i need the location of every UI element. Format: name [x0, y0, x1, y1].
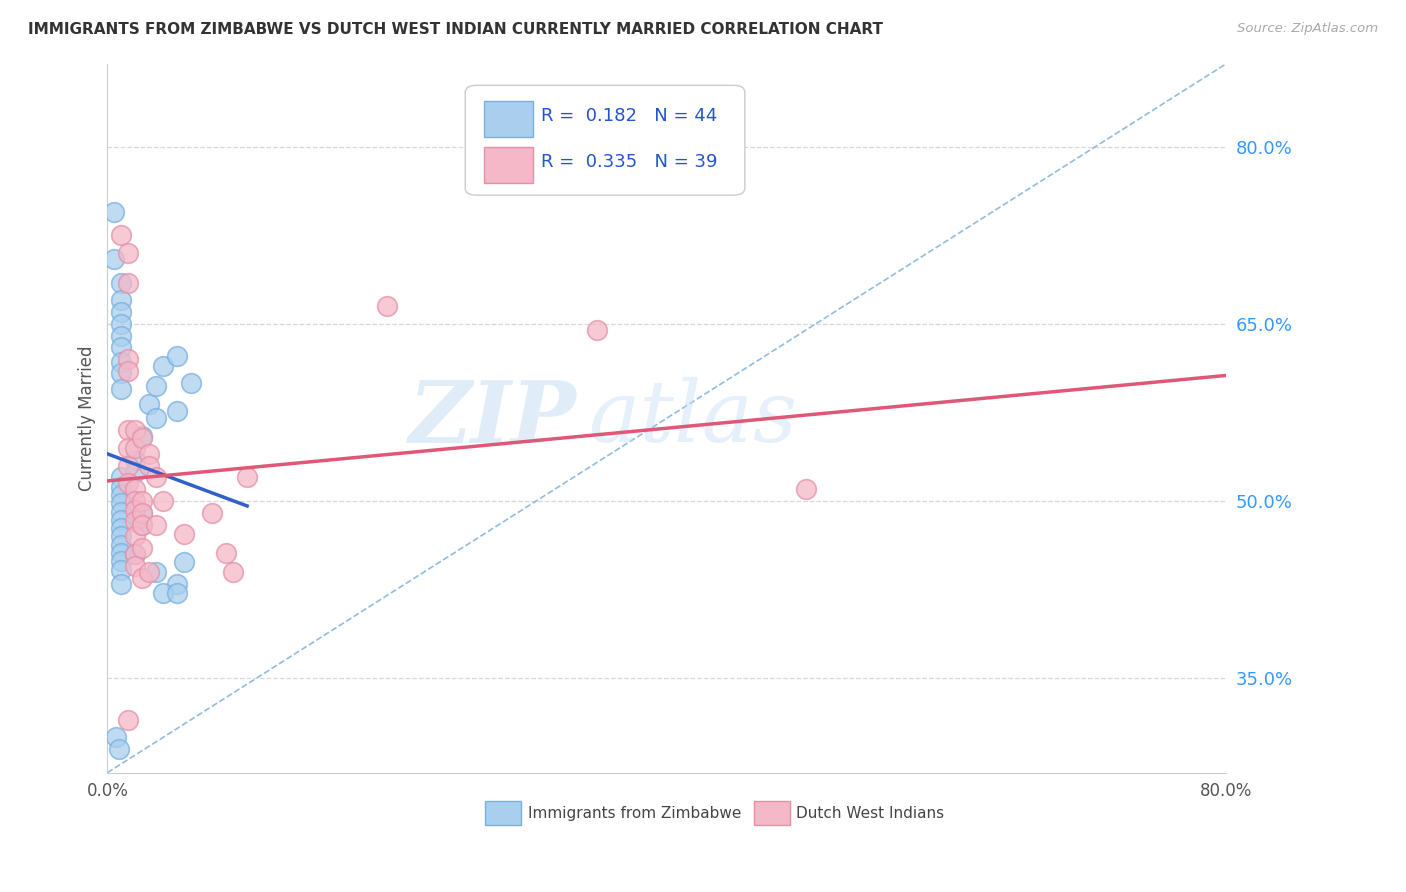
Point: [201, 506, 224, 520]
Point: [138, 565, 160, 579]
Point: [110, 576, 132, 591]
Point: [124, 529, 146, 543]
Point: [110, 367, 132, 381]
Point: [110, 317, 132, 331]
Text: atlas: atlas: [588, 377, 797, 459]
Point: [117, 423, 139, 437]
FancyBboxPatch shape: [465, 86, 745, 195]
Point: [110, 228, 132, 243]
Point: [110, 521, 132, 535]
Point: [138, 458, 160, 473]
Point: [145, 470, 167, 484]
Text: ZIP: ZIP: [409, 376, 576, 460]
Point: [124, 482, 146, 496]
Point: [152, 586, 174, 600]
Text: Dutch West Indians: Dutch West Indians: [796, 806, 945, 822]
Point: [117, 713, 139, 727]
Point: [124, 503, 146, 517]
Point: [124, 441, 146, 455]
Point: [145, 379, 167, 393]
Point: [152, 359, 174, 374]
Point: [124, 465, 146, 479]
Point: [173, 527, 195, 541]
Point: [117, 476, 139, 491]
Point: [131, 517, 153, 532]
Point: [117, 441, 139, 455]
Point: [107, 742, 129, 756]
Point: [110, 276, 132, 290]
Point: [131, 506, 153, 520]
Point: [110, 562, 132, 576]
Point: [124, 559, 146, 574]
Point: [103, 204, 125, 219]
Point: [131, 432, 153, 446]
Point: [166, 576, 188, 591]
Point: [110, 488, 132, 502]
Point: [375, 299, 398, 313]
Point: [104, 730, 127, 744]
Point: [173, 556, 195, 570]
Point: [166, 404, 188, 418]
Point: [131, 506, 153, 520]
Point: [110, 328, 132, 343]
Point: [131, 429, 153, 443]
Point: [110, 513, 132, 527]
Text: IMMIGRANTS FROM ZIMBABWE VS DUTCH WEST INDIAN CURRENTLY MARRIED CORRELATION CHAR: IMMIGRANTS FROM ZIMBABWE VS DUTCH WEST I…: [28, 22, 883, 37]
Point: [110, 382, 132, 396]
Point: [124, 547, 146, 561]
Point: [117, 364, 139, 378]
Point: [110, 496, 132, 510]
Point: [138, 447, 160, 461]
Point: [117, 246, 139, 260]
Point: [215, 546, 238, 560]
Point: [131, 541, 153, 556]
FancyBboxPatch shape: [484, 101, 533, 137]
Point: [131, 494, 153, 508]
Point: [124, 494, 146, 508]
Point: [117, 276, 139, 290]
Point: [124, 547, 146, 561]
Point: [131, 517, 153, 532]
Point: [103, 252, 125, 266]
Point: [110, 529, 132, 543]
Point: [110, 470, 132, 484]
Point: [145, 517, 167, 532]
Point: [236, 470, 259, 484]
Point: [110, 354, 132, 368]
Point: [145, 565, 167, 579]
FancyBboxPatch shape: [484, 147, 533, 183]
Point: [124, 423, 146, 437]
Point: [585, 323, 607, 337]
Point: [110, 546, 132, 560]
Point: [110, 480, 132, 494]
Y-axis label: Currently Married: Currently Married: [79, 345, 96, 491]
Point: [145, 411, 167, 425]
Point: [138, 397, 160, 411]
Point: [110, 293, 132, 308]
Point: [166, 586, 188, 600]
Point: [117, 352, 139, 367]
Point: [131, 571, 153, 585]
Point: [110, 538, 132, 552]
FancyBboxPatch shape: [754, 801, 790, 825]
Point: [110, 305, 132, 319]
Text: R =  0.335   N = 39: R = 0.335 N = 39: [541, 153, 718, 171]
Point: [124, 514, 146, 528]
Point: [117, 458, 139, 473]
Point: [222, 565, 245, 579]
Point: [152, 494, 174, 508]
Text: Source: ZipAtlas.com: Source: ZipAtlas.com: [1237, 22, 1378, 36]
Point: [166, 349, 188, 363]
Point: [110, 554, 132, 568]
Text: Immigrants from Zimbabwe: Immigrants from Zimbabwe: [527, 806, 741, 822]
Text: R =  0.182   N = 44: R = 0.182 N = 44: [541, 107, 717, 125]
FancyBboxPatch shape: [485, 801, 522, 825]
Point: [124, 452, 146, 467]
Point: [180, 376, 202, 390]
Point: [110, 505, 132, 519]
Point: [110, 341, 132, 355]
Point: [796, 482, 818, 496]
